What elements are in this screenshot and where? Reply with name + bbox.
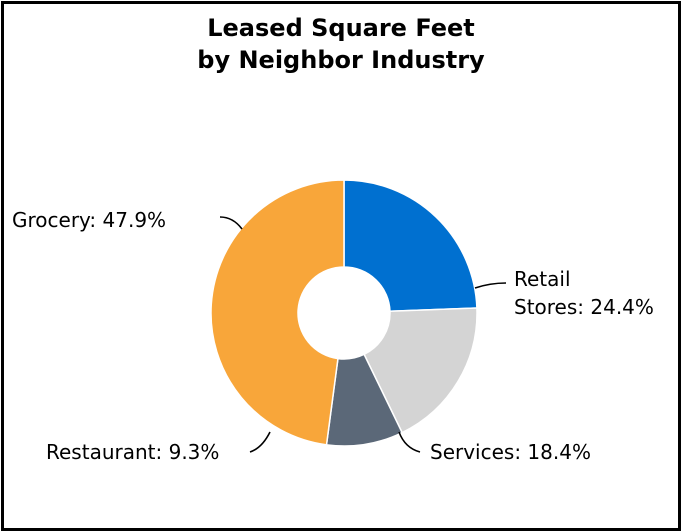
chart-title-line-1: Leased Square Feet: [207, 14, 475, 42]
label-services: Services: 18.4%: [430, 440, 591, 464]
leader-grocery: [219, 216, 243, 230]
chart-title-line-2: by Neighbor Industry: [197, 46, 485, 74]
label-retail-line-1: Retail: [514, 267, 571, 291]
label-restaurant: Restaurant: 9.3%: [46, 440, 219, 464]
leader-lines: [219, 216, 507, 453]
slice-retail-stores: [343, 179, 478, 313]
leader-retail-stores: [474, 282, 507, 289]
leader-restaurant: [249, 431, 271, 453]
leader-services: [398, 431, 421, 453]
slice-grocery: [210, 179, 345, 446]
donut-slices: [210, 179, 478, 447]
slice-services: [363, 307, 478, 434]
label-grocery: Grocery: 47.9%: [12, 208, 166, 232]
label-retail-line-2: Stores: 24.4%: [514, 295, 654, 319]
chart-title: Leased Square Feet by Neighbor Industry: [0, 12, 682, 76]
